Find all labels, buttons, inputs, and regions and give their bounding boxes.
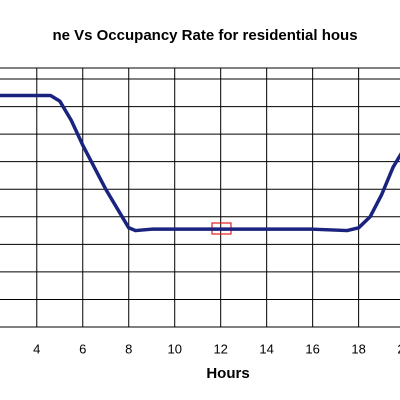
x-tick-label: 12 xyxy=(213,341,227,356)
x-tick-label: 6 xyxy=(79,341,86,356)
data-line xyxy=(0,93,400,233)
x-tick-label: 10 xyxy=(167,341,181,356)
chart-title: ne Vs Occupancy Rate for residential hou… xyxy=(52,27,357,44)
x-tick-label: 18 xyxy=(351,341,365,356)
x-tick-label: 14 xyxy=(259,341,273,356)
x-axis-label: Hours xyxy=(206,365,249,382)
x-tick-label: 8 xyxy=(125,341,132,356)
x-tick-label: 16 xyxy=(305,341,319,356)
x-tick-label: 20 xyxy=(397,341,400,356)
x-tick-label: 4 xyxy=(33,341,40,356)
